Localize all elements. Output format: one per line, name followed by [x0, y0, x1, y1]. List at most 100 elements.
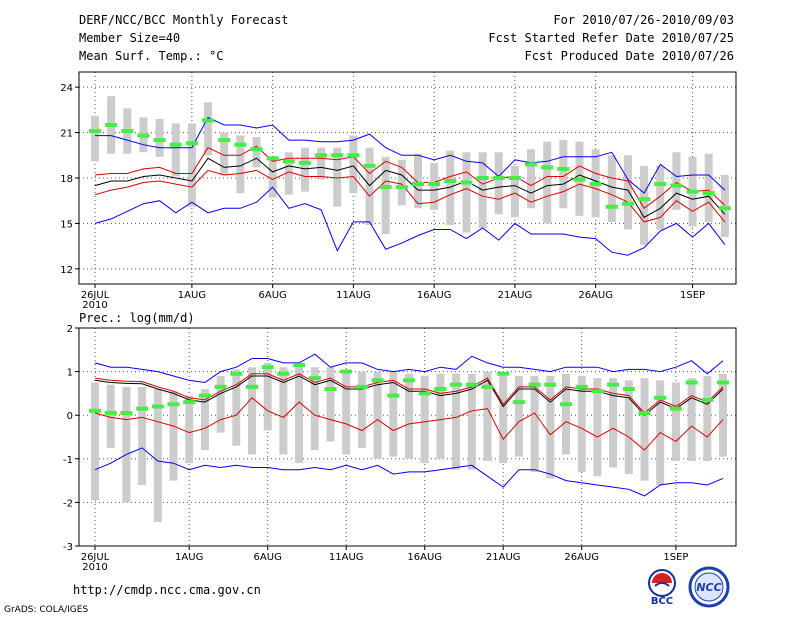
prec-xtick-label: 6AUG [254, 552, 282, 563]
prec-ensemble-box [405, 373, 413, 459]
prec-xtick-label: 1SEP [663, 552, 688, 563]
temp-ensemble-box [155, 118, 164, 157]
prec-ensemble-box [483, 371, 492, 461]
temp-ensemble-box [623, 155, 632, 230]
temp-climatology-mark [638, 197, 651, 202]
temp-ensemble-box [333, 147, 342, 207]
temp-climatology-mark [573, 177, 586, 182]
temp-ensemble-box [300, 147, 309, 192]
temp-ensemble-box [284, 152, 293, 195]
prec-climatology-mark [701, 397, 714, 402]
temp-spread-lower-line [94, 169, 726, 223]
prec-climatology-mark [308, 376, 321, 381]
prec-xtick-label: 21AUG [486, 552, 521, 563]
temp-ytick-label: 15 [60, 219, 73, 230]
prec-climatology-mark [136, 406, 149, 411]
prec-ensemble-box [295, 362, 304, 464]
temp-climatology-mark [234, 142, 247, 147]
temp-ensemble-box [91, 115, 99, 162]
bcc-logo-ring [648, 569, 676, 597]
prec-min-line [94, 447, 724, 497]
temp-ytick-label: 12 [60, 265, 73, 276]
prec-climatology-mark [104, 411, 117, 416]
prec-climatology-mark [167, 402, 180, 407]
temp-climatology-mark [589, 182, 602, 187]
prec-ytick-label: -2 [63, 498, 73, 509]
prec-ensemble-box [530, 375, 539, 472]
prec-ensemble-box [546, 375, 555, 479]
temp-climatology-mark [331, 153, 344, 158]
temp-climatology-mark [557, 166, 570, 171]
prec-climatology-mark [481, 384, 494, 389]
temp-ensemble-box [704, 153, 713, 222]
temp-climatology-mark [202, 118, 215, 123]
variable-label: Mean Surf. Temp.: °C [79, 49, 224, 63]
prec-climatology-mark [638, 411, 651, 416]
prec-ytick-label: -3 [63, 542, 73, 553]
temp-climatology-mark [266, 156, 279, 161]
prec-climatology-mark [607, 382, 620, 387]
prec-climatology-mark [214, 384, 227, 389]
temp-ensemble-box [494, 152, 503, 215]
prec-climatology-mark [544, 382, 557, 387]
prec-ensemble-box [436, 373, 445, 459]
temp-climatology-mark [169, 142, 182, 147]
prec-climatology-mark [669, 406, 682, 411]
temp-climatology-mark [185, 141, 198, 146]
prec-spread-lower-line [94, 397, 724, 451]
source-url[interactable]: http://cmdp.ncc.cma.gov.cn [73, 583, 261, 597]
temp-spread-upper-line [94, 145, 726, 210]
prec-climatology-mark [450, 382, 463, 387]
prec-ensemble-box [153, 389, 162, 523]
temp-climatology-mark [298, 160, 311, 165]
prec-climatology-mark [293, 363, 306, 368]
prec-climatology-mark [151, 404, 164, 409]
bcc-logo: BCC [648, 569, 676, 606]
temp-ensemble-box [607, 155, 616, 222]
temp-ensemble-box [656, 165, 665, 230]
prec-ensemble-box [248, 367, 256, 455]
prec-ytick-label: 2 [67, 324, 73, 335]
ncc-logo-text: NCC [696, 581, 721, 594]
temp-max-line [95, 116, 726, 194]
prec-ensemble-box [373, 371, 382, 459]
prec-ytick-label: -1 [63, 455, 73, 466]
temp-ensemble-box [462, 152, 471, 233]
temp-ensemble-box [720, 174, 729, 238]
temp-ensemble-box [171, 123, 180, 177]
temp-ensemble-box [527, 149, 536, 209]
temp-climatology-mark [670, 183, 683, 188]
temp-climatology-mark [702, 191, 715, 196]
prec-x-year-label: 2010 [82, 562, 107, 573]
prec-climatology-mark [575, 384, 588, 389]
prec-climatology-mark [230, 371, 243, 376]
temp-ensemble-box [559, 140, 568, 209]
prec-ensemble-box [671, 382, 680, 461]
temp-ensemble-box [381, 156, 390, 235]
bcc-logo-arc [652, 573, 672, 583]
temp-climatology-mark [395, 185, 408, 190]
prec-ensemble-box [326, 367, 335, 442]
temp-climatology-mark [105, 123, 118, 127]
grads-credit: GrADS: COLA/IGES [4, 605, 89, 615]
temp-xtick-label: 26AUG [578, 290, 613, 301]
temp-ensemble-box [543, 141, 552, 224]
prec-climatology-mark [89, 408, 101, 413]
prec-ensemble-box [342, 369, 351, 455]
prec-ensemble-box [310, 367, 319, 451]
prec-climatology-mark [355, 384, 368, 389]
temp-climatology-mark [89, 129, 101, 134]
temp-climatology-mark [363, 163, 376, 168]
temp-ensemble-box [365, 147, 374, 225]
produced-date: Fcst Produced Date 2010/07/26 [524, 49, 734, 63]
bcc-logo-text: BCC [651, 596, 673, 606]
temp-ensemble-box [252, 137, 261, 168]
prec-ensemble-box [703, 375, 712, 461]
prec-climatology-mark [183, 400, 196, 405]
temp-climatology-mark [654, 182, 667, 187]
temp-ensemble-box [640, 165, 649, 245]
temp-climatology-mark [153, 138, 166, 143]
prec-climatology-mark [685, 380, 698, 385]
temp-climatology-mark [718, 206, 731, 211]
